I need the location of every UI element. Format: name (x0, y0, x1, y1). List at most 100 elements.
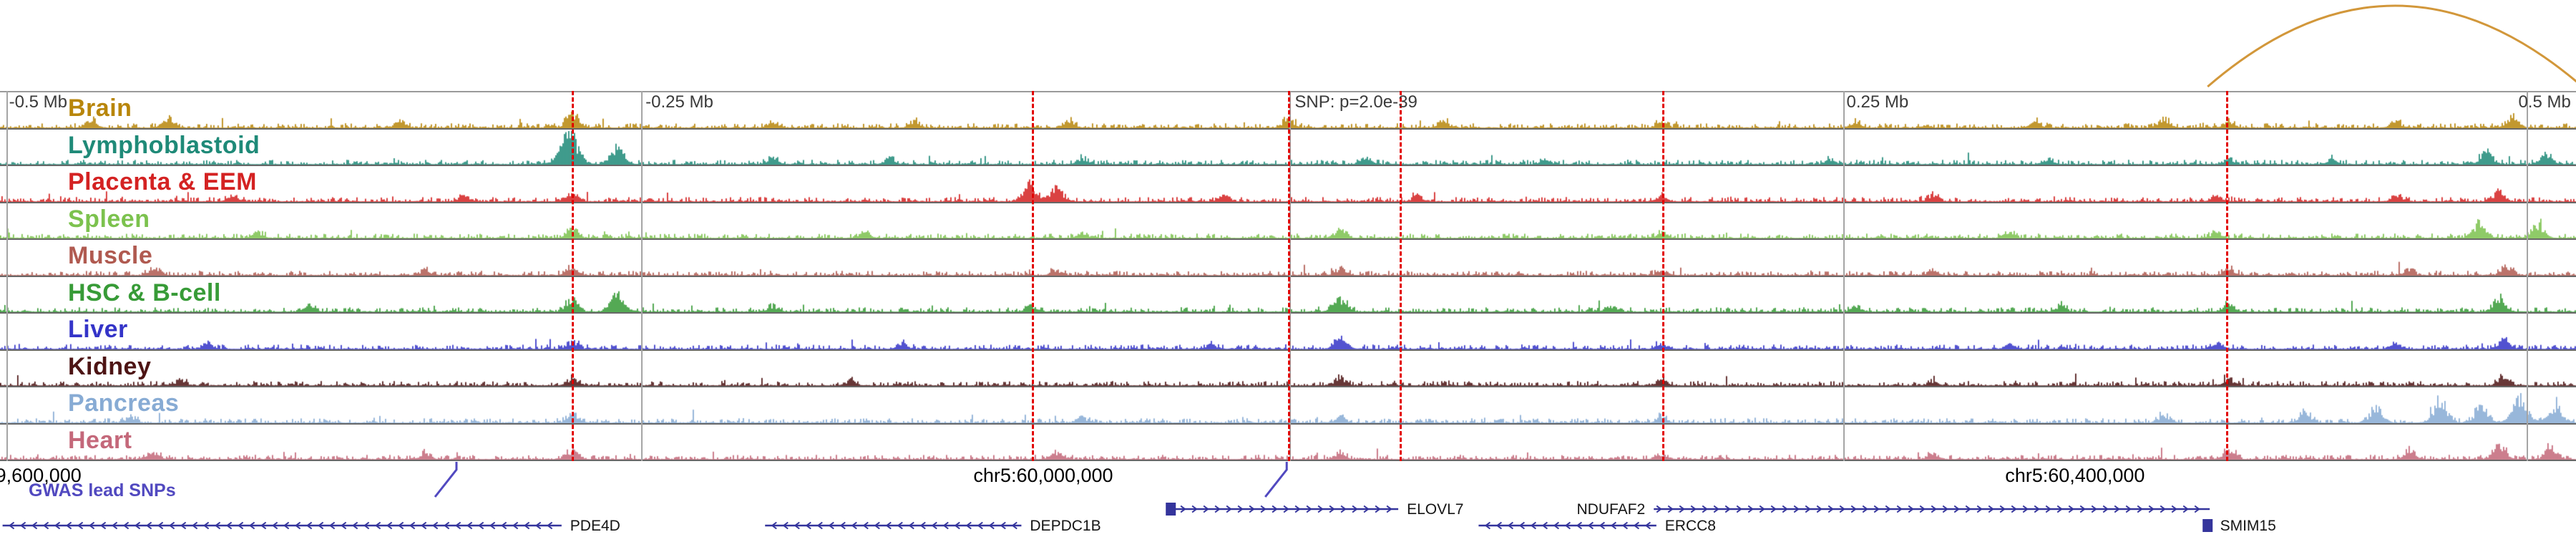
gene-strand-arrow (1294, 505, 1301, 513)
gene-label[interactable]: PDE4D (570, 518, 620, 534)
gene-strand-arrow (908, 521, 914, 530)
gene-strand-arrow (794, 521, 800, 530)
gene-strand-arrow (351, 521, 358, 530)
gene-label[interactable]: ERCC8 (1665, 518, 1716, 534)
gene-strand-arrow (2125, 505, 2132, 513)
gene-strand-arrow (1747, 505, 1754, 513)
gene-strand-arrow (420, 521, 427, 530)
gwas-snp-marker[interactable] (434, 462, 458, 498)
gene-strand-arrow (1999, 505, 2006, 513)
track-signal-canvas[interactable] (0, 277, 2576, 312)
gene-label[interactable]: NDUFAF2 (1577, 501, 1646, 518)
track-label[interactable]: Liver (68, 316, 128, 343)
gene-strand-arrow (191, 521, 198, 530)
gene-strand-arrow (111, 521, 118, 530)
gene-strand-arrow (1169, 505, 1175, 513)
gene-strand-arrow (1633, 521, 1639, 530)
track-label[interactable]: Brain (68, 95, 132, 122)
track-row[interactable]: Muscle (0, 240, 2576, 277)
gene-strand-arrow (317, 521, 324, 530)
gene-strand-arrow (2102, 505, 2109, 513)
gene-strand-arrow (1507, 521, 1513, 530)
track-signal-canvas[interactable] (0, 351, 2576, 386)
gene-strand-arrow (237, 521, 244, 530)
signal-track-area[interactable]: Brain Lymphoblastoid Placenta & EEM Sple… (0, 91, 2576, 461)
track-row[interactable]: Placenta & EEM (0, 166, 2576, 203)
track-row[interactable]: Spleen (0, 203, 2576, 240)
gene-strand-arrow (897, 521, 903, 530)
track-label[interactable]: HSC & B-cell (68, 279, 221, 306)
gene-strand-arrow (306, 521, 313, 530)
track-label[interactable]: Spleen (68, 205, 150, 233)
gene-strand-arrow (1896, 505, 1903, 513)
track-label[interactable]: Heart (68, 426, 132, 454)
gene-exon-box[interactable] (1166, 503, 1176, 516)
gene-strand-arrow (88, 521, 95, 530)
gene-strand-arrow (1306, 505, 1312, 513)
track-label[interactable]: Muscle (68, 242, 153, 269)
track-signal-canvas[interactable] (0, 166, 2576, 202)
gene-strand-arrow (1272, 505, 1278, 513)
gene-strand-arrow (1816, 505, 1823, 513)
track-row[interactable]: HSC & B-cell (0, 277, 2576, 314)
gene-strand-arrow (477, 521, 484, 530)
gene-strand-arrow (19, 521, 26, 530)
track-label[interactable]: Kidney (68, 352, 152, 380)
track-row[interactable]: Pancreas (0, 387, 2576, 425)
track-signal-canvas[interactable] (0, 387, 2576, 423)
gene-strand-arrow (1386, 505, 1392, 513)
gene-strand-arrow (1375, 505, 1381, 513)
gene-strand-arrow (271, 521, 278, 530)
track-label[interactable]: Placenta & EEM (68, 168, 257, 195)
track-signal-canvas[interactable] (0, 92, 2576, 128)
track-signal-canvas[interactable] (0, 425, 2576, 460)
gene-strand-arrow (2011, 505, 2017, 513)
gene-label[interactable]: SMIM15 (2220, 518, 2276, 534)
track-label[interactable]: Pancreas (68, 390, 180, 417)
gene-strand-arrow (1828, 505, 1834, 513)
gene-exon-box[interactable] (2202, 519, 2213, 532)
track-label[interactable]: Lymphoblastoid (68, 131, 260, 159)
gene-strand-arrow (8, 521, 15, 530)
gene-strand-arrow (885, 521, 892, 530)
track-signal-canvas[interactable] (0, 130, 2576, 165)
gene-strand-arrow (1759, 505, 1765, 513)
gene-strand-arrow (1226, 505, 1232, 513)
gene-strand-arrow (1988, 505, 1994, 513)
track-row[interactable]: Brain (0, 92, 2576, 130)
track-row[interactable]: Liver (0, 314, 2576, 351)
gene-strand-arrow (1249, 505, 1255, 513)
track-row[interactable]: Kidney (0, 351, 2576, 387)
gene-label[interactable]: ELOVL7 (1407, 501, 1463, 518)
gene-strand-arrow (1530, 521, 1536, 530)
track-signal-canvas[interactable] (0, 203, 2576, 238)
gene-strand-arrow (862, 521, 869, 530)
gene-label[interactable]: DEPDC1B (1030, 518, 1101, 534)
gene-strand-arrow (828, 521, 834, 530)
gene-strand-arrow (363, 521, 370, 530)
gene-strand-arrow (54, 521, 61, 530)
track-signal-canvas[interactable] (0, 314, 2576, 349)
gene-strand-arrow (2182, 505, 2189, 513)
gene-strand-arrow (1621, 521, 1628, 530)
gene-strand-arrow (965, 521, 972, 530)
gene-strand-arrow (1839, 505, 1845, 513)
gene-strand-arrow (1587, 521, 1594, 530)
gene-strand-arrow (1340, 505, 1347, 513)
gene-strand-arrow (500, 521, 507, 530)
gene-strand-arrow (1363, 505, 1370, 513)
gene-strand-arrow (954, 521, 960, 530)
gene-strand-arrow (1599, 521, 1605, 530)
gene-strand-arrow (1976, 505, 1983, 513)
gene-strand-arrow (874, 521, 880, 530)
gene-strand-arrow (1203, 505, 1209, 513)
track-signal-canvas[interactable] (0, 240, 2576, 276)
genome-coordinate: chr5:60,000,000 (973, 465, 1113, 486)
gwas-snp-marker[interactable] (1264, 462, 1288, 498)
gene-strand-arrow (512, 521, 519, 530)
gene-strand-arrow (2194, 505, 2200, 513)
gene-strand-arrow (134, 521, 141, 530)
track-row[interactable]: Heart (0, 425, 2576, 461)
track-row[interactable]: Lymphoblastoid (0, 130, 2576, 166)
gene-strand-arrow (431, 521, 439, 530)
